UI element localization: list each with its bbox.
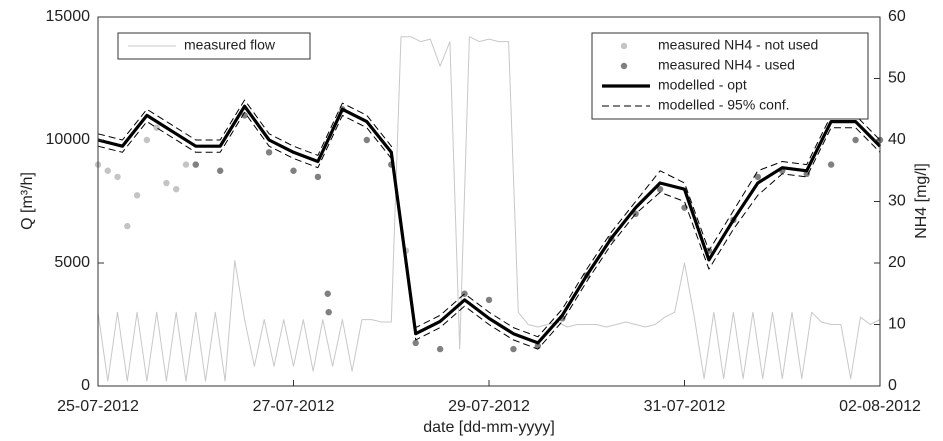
data-point [827,161,835,168]
data-point [192,161,199,168]
y2-tick-label: 60 [888,8,906,25]
series-line [97,99,881,338]
series-line [97,36,881,382]
y-tick-label: 10000 [46,131,91,148]
x-tick-label: 25-07-2012 [57,398,139,415]
x-tick-label: 02-08-2012 [839,398,921,415]
data-point [485,296,493,304]
y2-tick-label: 0 [888,377,897,394]
data-point [133,192,141,199]
legend: measured NH4 - not used measured NH4 - us… [591,32,869,120]
plot-area [94,36,884,382]
y2-axis-label: NH4 [mg/l] [913,163,930,239]
series-line [97,104,882,345]
legend-box [591,32,869,120]
data-point [104,167,111,174]
y2-tick-label: 40 [888,131,906,148]
y-tick-label: 0 [81,377,90,394]
y2-tick-label: 20 [888,254,906,271]
y2-tick-label: 10 [888,316,906,333]
data-point [324,290,331,297]
data-point [153,124,160,131]
data-point [173,186,180,193]
data-point [265,149,273,156]
legend-label: modelled - 95% conf. [658,97,790,113]
data-point [143,136,151,144]
data-point [656,186,664,193]
data-point [114,173,121,181]
data-point [182,161,190,168]
data-point [852,136,859,144]
y2-tick-label: 50 [888,70,906,87]
data-point [216,167,224,174]
legend-label: modelled - opt [658,77,747,93]
legend-label: measured NH4 - not used [658,37,818,53]
data-point [412,339,419,347]
x-tick-label: 29-07-2012 [448,398,530,415]
legend: measured flow [117,32,311,60]
y-tick-label: 5000 [54,254,90,271]
data-point [803,170,810,178]
legend-label: measured flow [184,37,276,53]
data-point [363,136,371,144]
data-point [436,345,444,353]
data-point [241,112,248,119]
y-axis-label: Q [m³/h] [19,172,36,230]
legend-label: measured NH4 - used [658,57,795,73]
data-point [290,167,297,174]
data-point [124,222,131,230]
x-axis-label: date [dd-mm-yyyy] [423,419,555,436]
data-point [163,179,170,187]
series-line [97,111,881,350]
y-tick-label: 15000 [46,8,91,25]
legend-swatch [620,42,628,50]
x-tick-label: 31-07-2012 [644,398,726,415]
data-point [314,173,322,181]
y2-tick-label: 30 [888,193,906,210]
data-point [325,309,332,316]
data-point [510,345,517,353]
data-point [754,173,762,181]
legend-swatch [620,62,628,70]
x-tick-label: 27-07-2012 [253,398,335,415]
